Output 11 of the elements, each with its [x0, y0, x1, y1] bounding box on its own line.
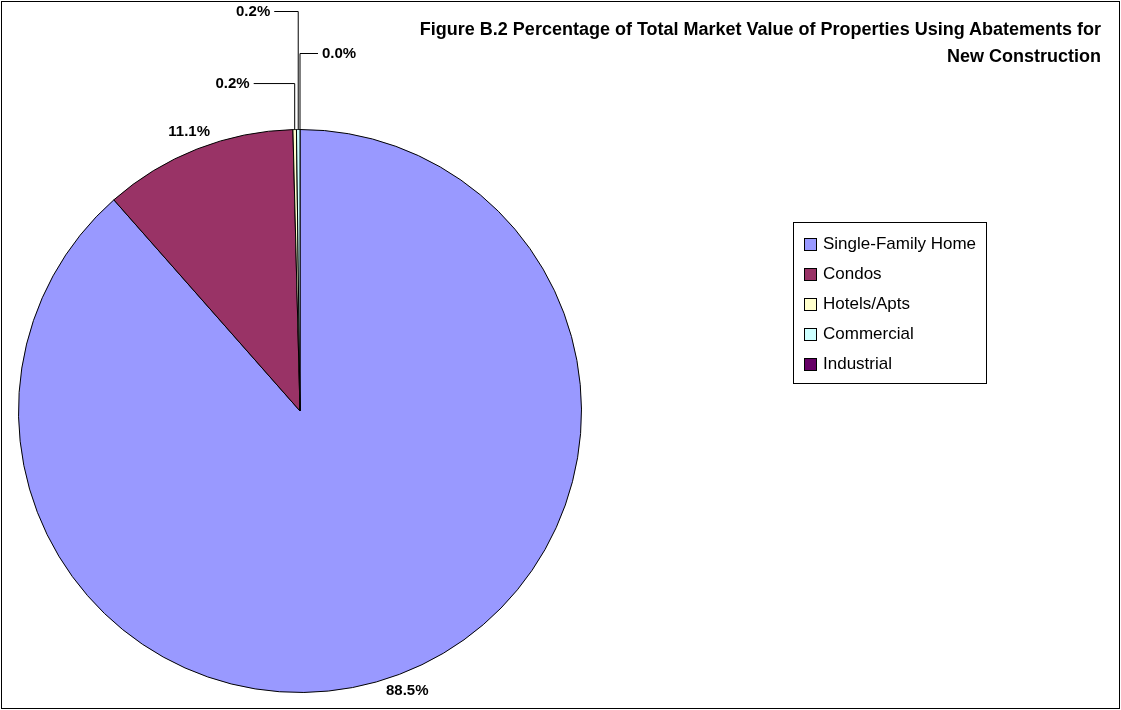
data-label: 0.2%	[215, 73, 250, 91]
data-label: 88.5%	[386, 681, 429, 699]
legend-label: Industrial	[823, 354, 892, 374]
legend-label: Single-Family Home	[823, 234, 977, 254]
text: Figure B.2 Percentage of Total Market Value of Properties Using Abatements for New Construction	[418, 18, 1101, 68]
text: 0.0%	[322, 43, 357, 61]
legend-label: Hotels/Apts	[823, 294, 910, 314]
data-label: 0.2%	[236, 1, 271, 19]
legend-label: Commercial	[823, 324, 914, 344]
data-label: 11.1%	[168, 122, 211, 140]
legend-label: Condos	[823, 264, 882, 284]
